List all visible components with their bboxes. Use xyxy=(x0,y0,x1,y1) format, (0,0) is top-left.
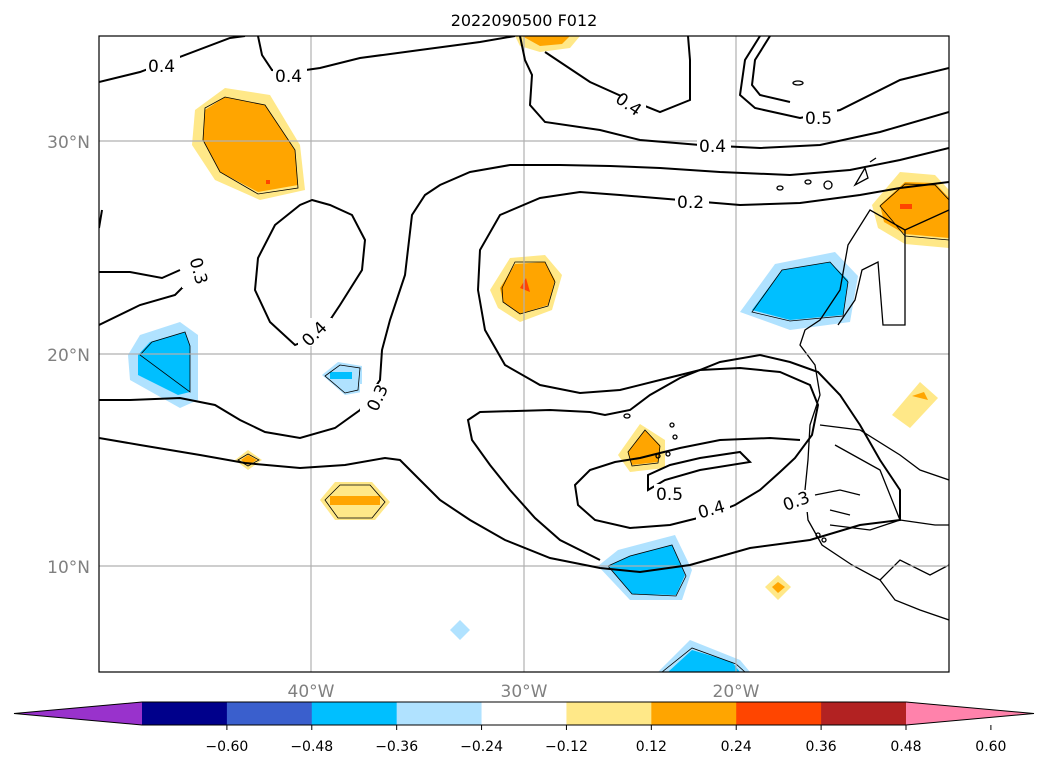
colorbar-extend-min xyxy=(14,702,142,725)
colorbar-segment xyxy=(481,702,567,725)
positive-anomaly-region xyxy=(892,382,938,428)
positive-anomaly-region xyxy=(628,430,660,465)
colorbar-tick-label: −0.24 xyxy=(460,739,503,755)
contour-line xyxy=(99,353,901,574)
contour-label: 0.5 xyxy=(656,485,683,505)
negative-anomaly-region xyxy=(138,332,190,395)
negative-anomaly-region xyxy=(450,620,470,640)
colorbar-tick-label: 0.48 xyxy=(890,739,921,755)
negative-anomaly-region xyxy=(752,262,848,320)
lon-label: 20°W xyxy=(713,682,760,702)
colorbar-tick-label: 0.12 xyxy=(636,739,667,755)
figure-title: 2022090500 F012 xyxy=(451,11,598,30)
contour-line xyxy=(257,36,516,74)
contour-line xyxy=(647,450,753,492)
contour-line xyxy=(738,36,949,120)
contour-line xyxy=(519,36,949,150)
contour-label: 0.5 xyxy=(805,109,832,129)
contour-line xyxy=(544,36,691,114)
colorbar-segment xyxy=(226,702,313,725)
contour-label: 0.4 xyxy=(275,67,302,87)
lat-label: 30°N xyxy=(47,133,90,153)
colorbar-segment xyxy=(821,702,907,725)
positive-anomaly-region xyxy=(880,182,949,238)
colorbar-tick-label: 0.36 xyxy=(806,739,837,755)
contour-line xyxy=(99,269,181,280)
lat-label: 20°N xyxy=(47,346,90,366)
gridlines xyxy=(99,36,949,672)
colorbar: −0.60 −0.48 −0.36 −0.24 −0.12 0.12 0.24 0.36 0.4… xyxy=(13,701,1035,755)
colorbar-segment xyxy=(396,702,483,725)
map-frame xyxy=(98,35,950,673)
contour-label: 0.4 xyxy=(148,57,175,77)
contour-line xyxy=(750,36,791,103)
colorbar-tick-label: −0.12 xyxy=(545,739,588,755)
colorbar-segment xyxy=(142,702,228,725)
contour-line xyxy=(99,147,949,440)
colorbar-tick-label: 0.60 xyxy=(975,739,1006,755)
lon-label: 40°W xyxy=(288,682,335,702)
positive-anomaly-region xyxy=(203,97,298,192)
colorbar-tick-label: −0.36 xyxy=(375,739,418,755)
negative-anomaly-region xyxy=(668,650,740,672)
shaded-anomalies xyxy=(128,36,949,672)
colorbar-tick-label: 0.24 xyxy=(721,739,752,755)
contour-label: 0.4 xyxy=(699,137,726,157)
coastlines xyxy=(623,80,949,621)
colorbar-segment xyxy=(566,702,652,725)
lat-label: 10°N xyxy=(47,558,90,578)
lon-label: 30°W xyxy=(501,682,548,702)
map-area: 0.4 0.4 0.4 0.5 0.4 0.2 0.3 0.4 0.3 0.5 … xyxy=(99,36,949,672)
contour-label: 0.2 xyxy=(677,193,704,213)
contour-lines xyxy=(99,36,949,574)
colorbar-extend-max xyxy=(906,702,1034,725)
colorbar-tick-label: −0.60 xyxy=(205,739,248,755)
positive-anomaly-region xyxy=(522,36,570,46)
contour-labels: 0.4 0.4 0.4 0.5 0.4 0.2 0.3 0.4 0.3 0.5 … xyxy=(146,56,837,523)
contour-line xyxy=(99,36,246,83)
colorbar-segment xyxy=(736,702,822,725)
colorbar-segment xyxy=(311,702,398,725)
contour-line xyxy=(476,181,949,530)
colorbar-tick-label: −0.48 xyxy=(290,739,333,755)
colorbar-segment xyxy=(651,702,737,725)
colorbar-outline xyxy=(13,701,1035,726)
